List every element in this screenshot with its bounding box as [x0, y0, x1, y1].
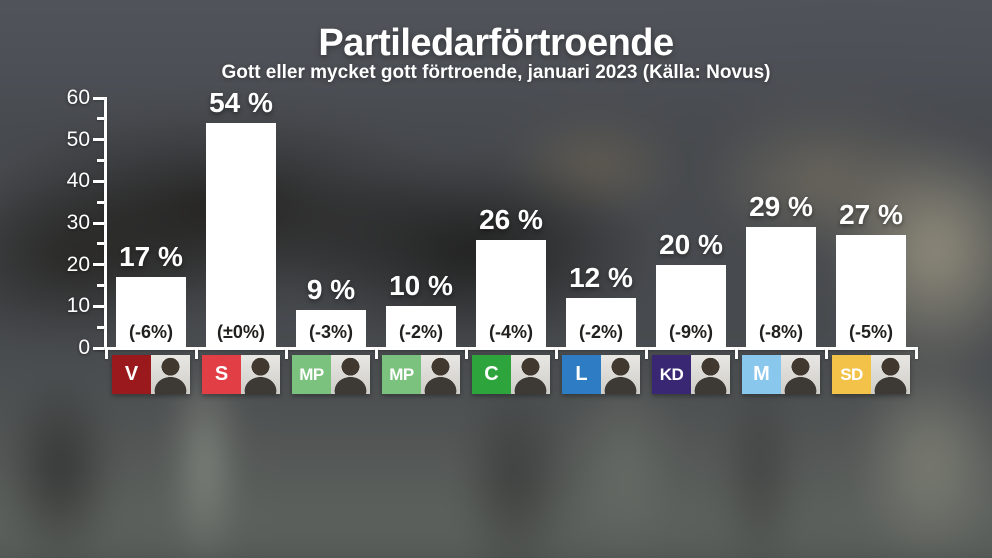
y-axis-label: 0: [78, 336, 90, 359]
y-axis-label: 50: [66, 127, 90, 151]
y-axis-tick: [97, 242, 104, 246]
party-badge: M: [742, 355, 820, 394]
bar: [296, 310, 366, 348]
x-axis-tick: [554, 347, 558, 359]
x-axis-tick: [914, 347, 918, 359]
y-axis-label: 60: [66, 86, 90, 109]
chart-title: Partiledarförtroende: [318, 22, 674, 64]
bar-value-label: 29 %: [749, 191, 813, 222]
y-axis-tick: [93, 304, 104, 308]
bar-change-label: (-3%): [309, 322, 353, 342]
party-letter: M: [742, 355, 781, 394]
party-badge: V: [112, 355, 190, 394]
party-letter: L: [562, 355, 601, 394]
x-axis-tick: [734, 347, 738, 359]
bar-value-label: 54 %: [209, 87, 273, 118]
bar-value-label: 20 %: [659, 229, 723, 260]
bar-change-label: (-4%): [489, 322, 533, 342]
party-badge: SD: [832, 355, 910, 394]
party-badge: MP: [382, 355, 460, 394]
leader-photo: [421, 355, 460, 394]
party-letter: KD: [652, 355, 691, 394]
x-axis-tick: [464, 347, 468, 359]
x-axis-tick: [824, 347, 828, 359]
party-badge: KD: [652, 355, 730, 394]
y-axis-label: 30: [66, 211, 90, 234]
bar: [386, 306, 456, 348]
bar-change-label: (±0%): [217, 322, 265, 342]
bar-change-label: (-2%): [579, 322, 623, 342]
party-letter: S: [202, 355, 241, 394]
leader-photo: [691, 355, 730, 394]
chart-subtitle: Gott eller mycket gott förtroende, janua…: [221, 62, 771, 83]
bar-value-label: 12 %: [569, 262, 633, 293]
y-axis-tick: [97, 159, 104, 162]
y-axis-tick: [97, 284, 104, 287]
party-badge: MP: [292, 355, 370, 394]
party-badge: C: [472, 355, 550, 394]
party-badge: S: [202, 355, 280, 394]
leader-photo: [331, 355, 370, 394]
party-letter: V: [112, 355, 151, 394]
bar-value-label: 9 %: [306, 274, 356, 305]
party-badge: L: [562, 355, 640, 394]
bar: [206, 123, 276, 348]
bar: [836, 235, 906, 348]
bar: [116, 277, 186, 348]
bar: [746, 227, 816, 348]
y-axis-tick: [93, 138, 104, 142]
x-axis-tick: [104, 347, 108, 359]
bar-change-label: (-9%): [669, 322, 713, 342]
bar-value-label: 27 %: [839, 199, 903, 230]
y-axis-label: 40: [66, 169, 90, 193]
party-letter: C: [472, 355, 511, 394]
bar: [656, 265, 726, 348]
y-axis-label: 10: [66, 294, 90, 318]
x-axis-tick: [194, 347, 198, 359]
y-axis-tick: [97, 200, 104, 204]
leader-photo: [151, 355, 190, 394]
y-axis-tick: [93, 263, 104, 267]
party-letter: MP: [292, 355, 331, 394]
leader-photo: [511, 355, 550, 394]
y-axis-tick: [93, 96, 104, 100]
x-axis-tick: [374, 347, 378, 359]
bar-value-label: 10 %: [389, 270, 453, 301]
leader-photo: [781, 355, 820, 394]
y-axis-tick: [93, 179, 104, 183]
bar: [566, 298, 636, 348]
y-axis-label: 20: [66, 252, 90, 276]
x-axis-tick: [284, 347, 288, 359]
bar: [476, 240, 546, 348]
y-axis-tick: [97, 325, 104, 329]
x-axis-tick: [644, 347, 648, 359]
bar-value-label: 26 %: [479, 204, 543, 235]
bar-change-label: (-5%): [849, 322, 893, 342]
leader-photo: [871, 355, 910, 394]
y-axis-tick: [93, 346, 104, 350]
bar-value-label: 17 %: [119, 241, 183, 272]
bar-change-label: (-8%): [759, 322, 803, 342]
y-axis-tick: [97, 117, 104, 121]
x-axis: [96, 347, 918, 350]
bar-change-label: (-2%): [399, 322, 443, 342]
bar-change-label: (-6%): [129, 322, 173, 342]
y-axis: [104, 97, 107, 350]
leader-photo: [601, 355, 640, 394]
y-axis-tick: [93, 221, 104, 225]
leader-photo: [241, 355, 280, 394]
party-letter: SD: [832, 355, 871, 394]
party-letter: MP: [382, 355, 421, 394]
